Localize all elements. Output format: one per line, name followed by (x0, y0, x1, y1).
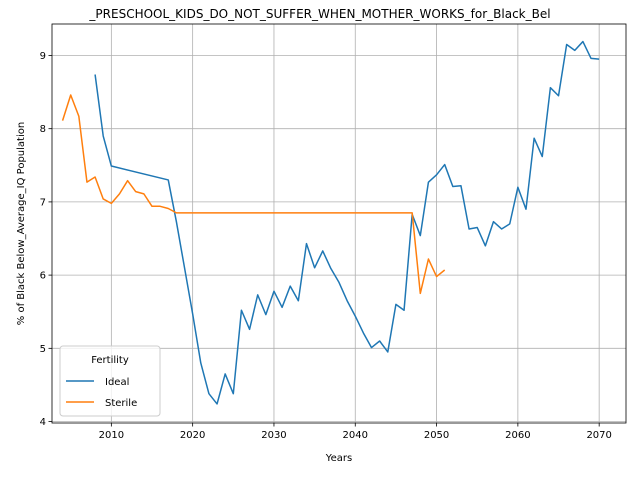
x-axis-label: Years (325, 453, 352, 464)
y-tick-label: 8 (40, 124, 46, 135)
legend-box (59, 345, 161, 417)
legend: Fertility Ideal Sterile (59, 345, 161, 417)
x-tick-label: 2040 (343, 430, 368, 441)
plot-area-frame (51, 23, 627, 424)
y-axis: 4 5 6 7 8 9 (40, 51, 52, 428)
legend-label-sterile: Sterile (105, 398, 137, 409)
y-tick-label: 7 (40, 197, 46, 208)
x-axis: 2010 2020 2030 2040 2050 2060 2070 (99, 423, 612, 441)
legend-label-ideal: Ideal (105, 377, 129, 388)
x-tick-label: 2010 (99, 430, 124, 441)
legend-items: Ideal Sterile (66, 377, 137, 409)
chart-title: _PRESCHOOL_KIDS_DO_NOT_SUFFER_WHEN_MOTHE… (88, 7, 550, 21)
y-tick-label: 4 (40, 417, 46, 428)
y-tick-label: 9 (40, 51, 46, 62)
x-tick-label: 2070 (586, 430, 611, 441)
series-line-sterile (61, 94, 446, 295)
y-axis-label: % of Black Below_Average_IQ Population (16, 122, 27, 325)
y-tick-label: 5 (40, 344, 46, 355)
x-tick-label: 2060 (505, 430, 530, 441)
legend-title: Fertility (91, 355, 129, 366)
grid (52, 24, 626, 423)
x-tick-label: 2050 (424, 430, 449, 441)
x-tick-label: 2020 (180, 430, 205, 441)
series-line-ideal (94, 40, 600, 405)
series-lines (61, 40, 600, 405)
y-tick-label: 6 (40, 271, 46, 282)
x-tick-label: 2030 (261, 430, 286, 441)
